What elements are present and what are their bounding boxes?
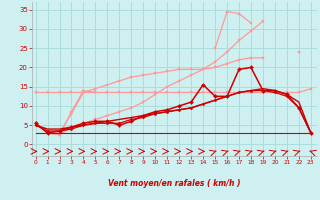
X-axis label: Vent moyen/en rafales ( km/h ): Vent moyen/en rafales ( km/h ): [108, 179, 241, 188]
